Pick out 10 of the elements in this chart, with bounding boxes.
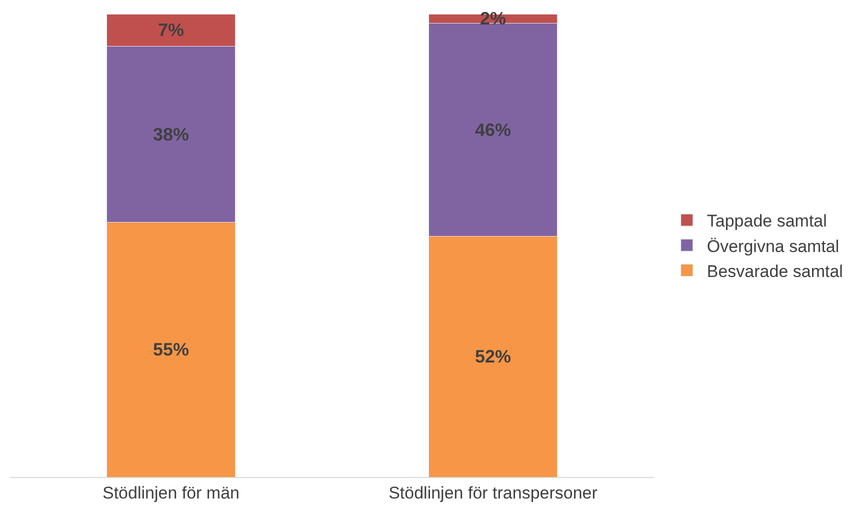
data-label: 7%	[158, 20, 184, 40]
legend-label: Tappade samtal	[706, 212, 827, 231]
x-tick-label: Stödlinjen för män	[102, 483, 240, 502]
legend-label: Besvarade samtal	[706, 262, 843, 281]
data-label: 38%	[152, 124, 190, 144]
data-label: 55%	[152, 340, 190, 360]
data-label: 52%	[474, 346, 512, 367]
x-tick-label: Stödlinjen för transpersoner	[388, 483, 598, 502]
legend-label: Övergivna samtal	[706, 236, 840, 256]
data-label: 46%	[474, 120, 512, 140]
